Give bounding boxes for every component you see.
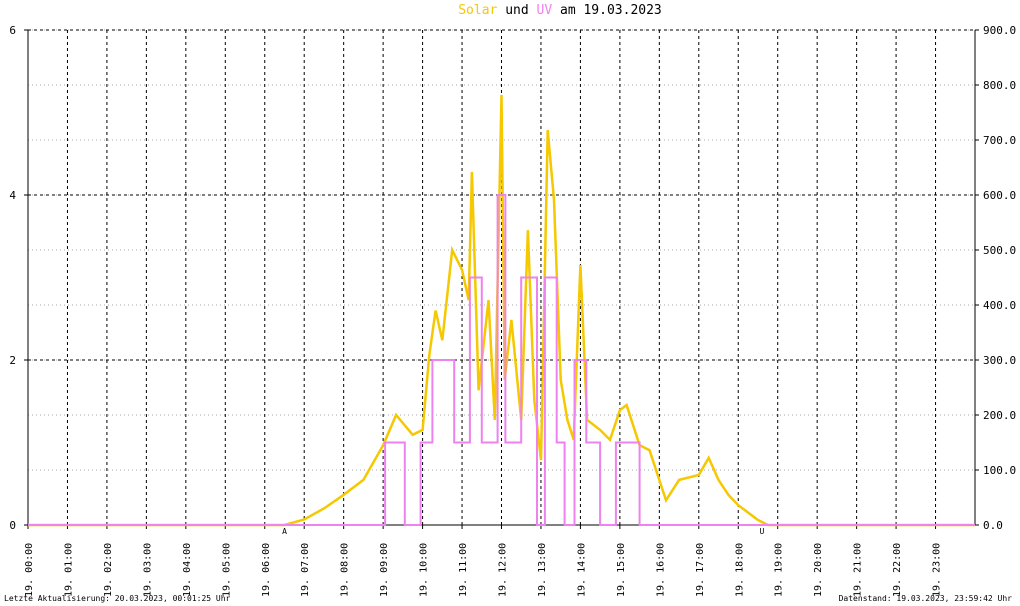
y-tick-label: 4 (9, 189, 16, 202)
title-part: UV (537, 3, 553, 18)
x-tick-label: 19. 08:00 (340, 543, 351, 597)
y2-tick-label: 500.0 (983, 244, 1016, 257)
y2-tick-label: 200.0 (983, 409, 1016, 422)
x-tick-label: 19. 22:00 (892, 543, 903, 597)
x-tick-label: 19. 17:00 (695, 543, 706, 597)
y2-tick-label: 400.0 (983, 299, 1016, 312)
y2-tick-label: 800.0 (983, 79, 1016, 92)
x-tick-label: 19. 14:00 (576, 543, 587, 597)
y-tick-label: 6 (9, 24, 16, 37)
y2-tick-label: 300.0 (983, 354, 1016, 367)
series-line (28, 194, 975, 526)
x-tick-label: 19. 16:00 (655, 543, 666, 597)
y2-tick-label: 900.0 (983, 24, 1016, 37)
annotation: A (282, 527, 287, 536)
x-tick-label: 19. 23:00 (932, 543, 943, 597)
x-tick-label: 19. 01:00 (63, 543, 74, 597)
x-tick-label: 19. 19:00 (774, 543, 785, 597)
x-tick-label: 19. 21:00 (853, 543, 864, 597)
x-tick-label: 19. 15:00 (616, 543, 627, 597)
annotation: U (760, 527, 765, 536)
y2-tick-label: 100.0 (983, 464, 1016, 477)
x-tick-label: 19. 11:00 (458, 543, 469, 597)
x-tick-label: 19. 04:00 (182, 543, 193, 597)
y-tick-label: 2 (9, 354, 16, 367)
x-tick-label: 19. 02:00 (103, 543, 114, 597)
title-part: am 19.03.2023 (560, 3, 662, 18)
x-tick-label: 19. 09:00 (379, 543, 390, 597)
x-tick-label: 19. 13:00 (537, 543, 548, 597)
x-tick-label: 19. 03:00 (142, 543, 153, 597)
footer-left: Letzte Aktualisierung: 20.03.2023, 00:01… (4, 594, 231, 603)
x-tick-label: 19. 00:00 (24, 543, 35, 597)
x-tick-label: 19. 07:00 (300, 543, 311, 597)
footer-right: Datenstand: 19.03.2023, 23:59:42 Uhr (839, 594, 1013, 603)
y2-tick-label: 0.0 (983, 519, 1003, 532)
x-tick-label: 19. 12:00 (498, 543, 509, 597)
x-tick-label: 19. 18:00 (734, 543, 745, 597)
x-tick-label: 19. 05:00 (221, 543, 232, 597)
x-tick-label: 19. 10:00 (419, 543, 430, 597)
y-tick-label: 0 (9, 519, 16, 532)
x-tick-label: 19. 20:00 (813, 543, 824, 597)
x-tick-label: 19. 06:00 (261, 543, 272, 597)
title-part: Solar (458, 3, 497, 18)
series-line (28, 94, 975, 527)
y2-tick-label: 700.0 (983, 134, 1016, 147)
y2-tick-label: 600.0 (983, 189, 1016, 202)
chart-title: Solar und UV am 19.03.2023 (458, 3, 662, 18)
title-part: und (505, 3, 528, 18)
